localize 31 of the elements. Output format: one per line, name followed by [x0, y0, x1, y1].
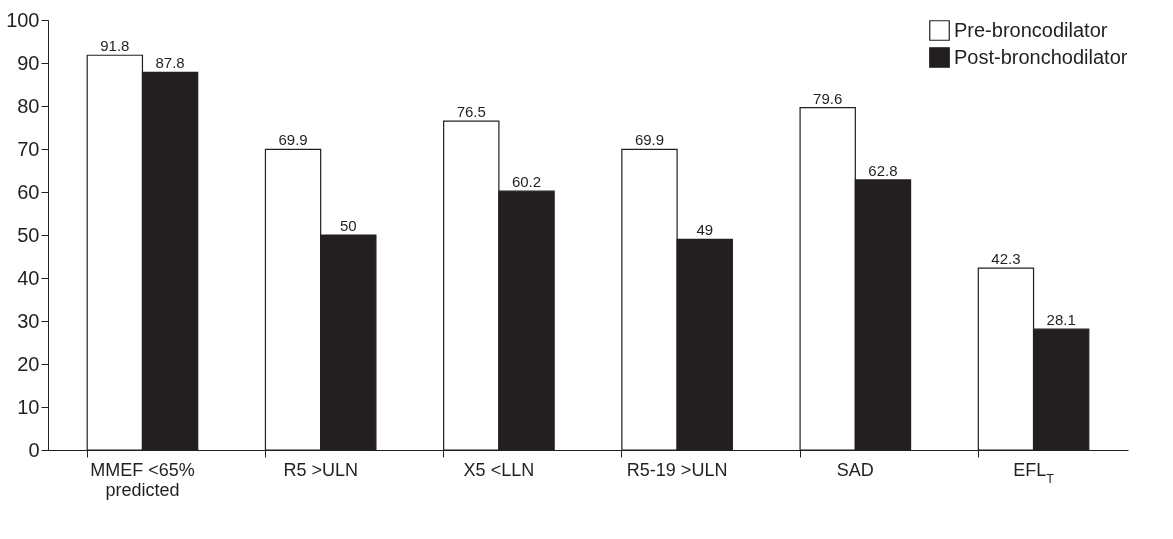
y-tick-label: 90 [17, 51, 40, 74]
y-tick-label: 100 [6, 8, 40, 31]
y-tick-label: 80 [17, 94, 40, 117]
data-label: 91.8 [100, 37, 130, 55]
x-tick-label: MMEF <65% predicted [90, 459, 195, 500]
legend-label: Post-bronchodilator [954, 45, 1128, 68]
data-label: 87.8 [155, 54, 185, 72]
data-label: 69.9 [634, 131, 665, 149]
y-tick-label: 50 [17, 223, 40, 246]
x-tick-label: R5 >ULN [283, 459, 358, 480]
data-label: 50 [339, 217, 357, 234]
data-label: 60.2 [511, 173, 542, 191]
x-tick-label: X5 <LLN [463, 459, 535, 480]
y-tick-label: 70 [17, 137, 40, 160]
y-tick-label: 30 [17, 309, 40, 332]
y-tick-label: 0 [28, 438, 40, 461]
data-label: 69.9 [278, 131, 308, 149]
y-tick-label: 10 [17, 395, 40, 418]
data-label: 79.6 [813, 89, 843, 107]
data-label: 76.5 [456, 103, 486, 121]
y-tick-label: 20 [17, 352, 40, 375]
x-tick-label: SAD [836, 459, 874, 480]
data-label: 42.3 [991, 250, 1021, 268]
y-tick-label: 60 [17, 180, 40, 203]
data-label: 49 [696, 221, 714, 239]
data-label: 62.8 [868, 161, 898, 179]
data-label: 28.1 [1046, 311, 1076, 329]
x-tick-label: EFL$_{T}$ [1013, 459, 1055, 486]
legend-label: Pre-broncodilator [954, 18, 1108, 41]
x-tick-label: R5-19 >ULN [626, 459, 728, 480]
y-tick-label: 40 [17, 266, 40, 289]
